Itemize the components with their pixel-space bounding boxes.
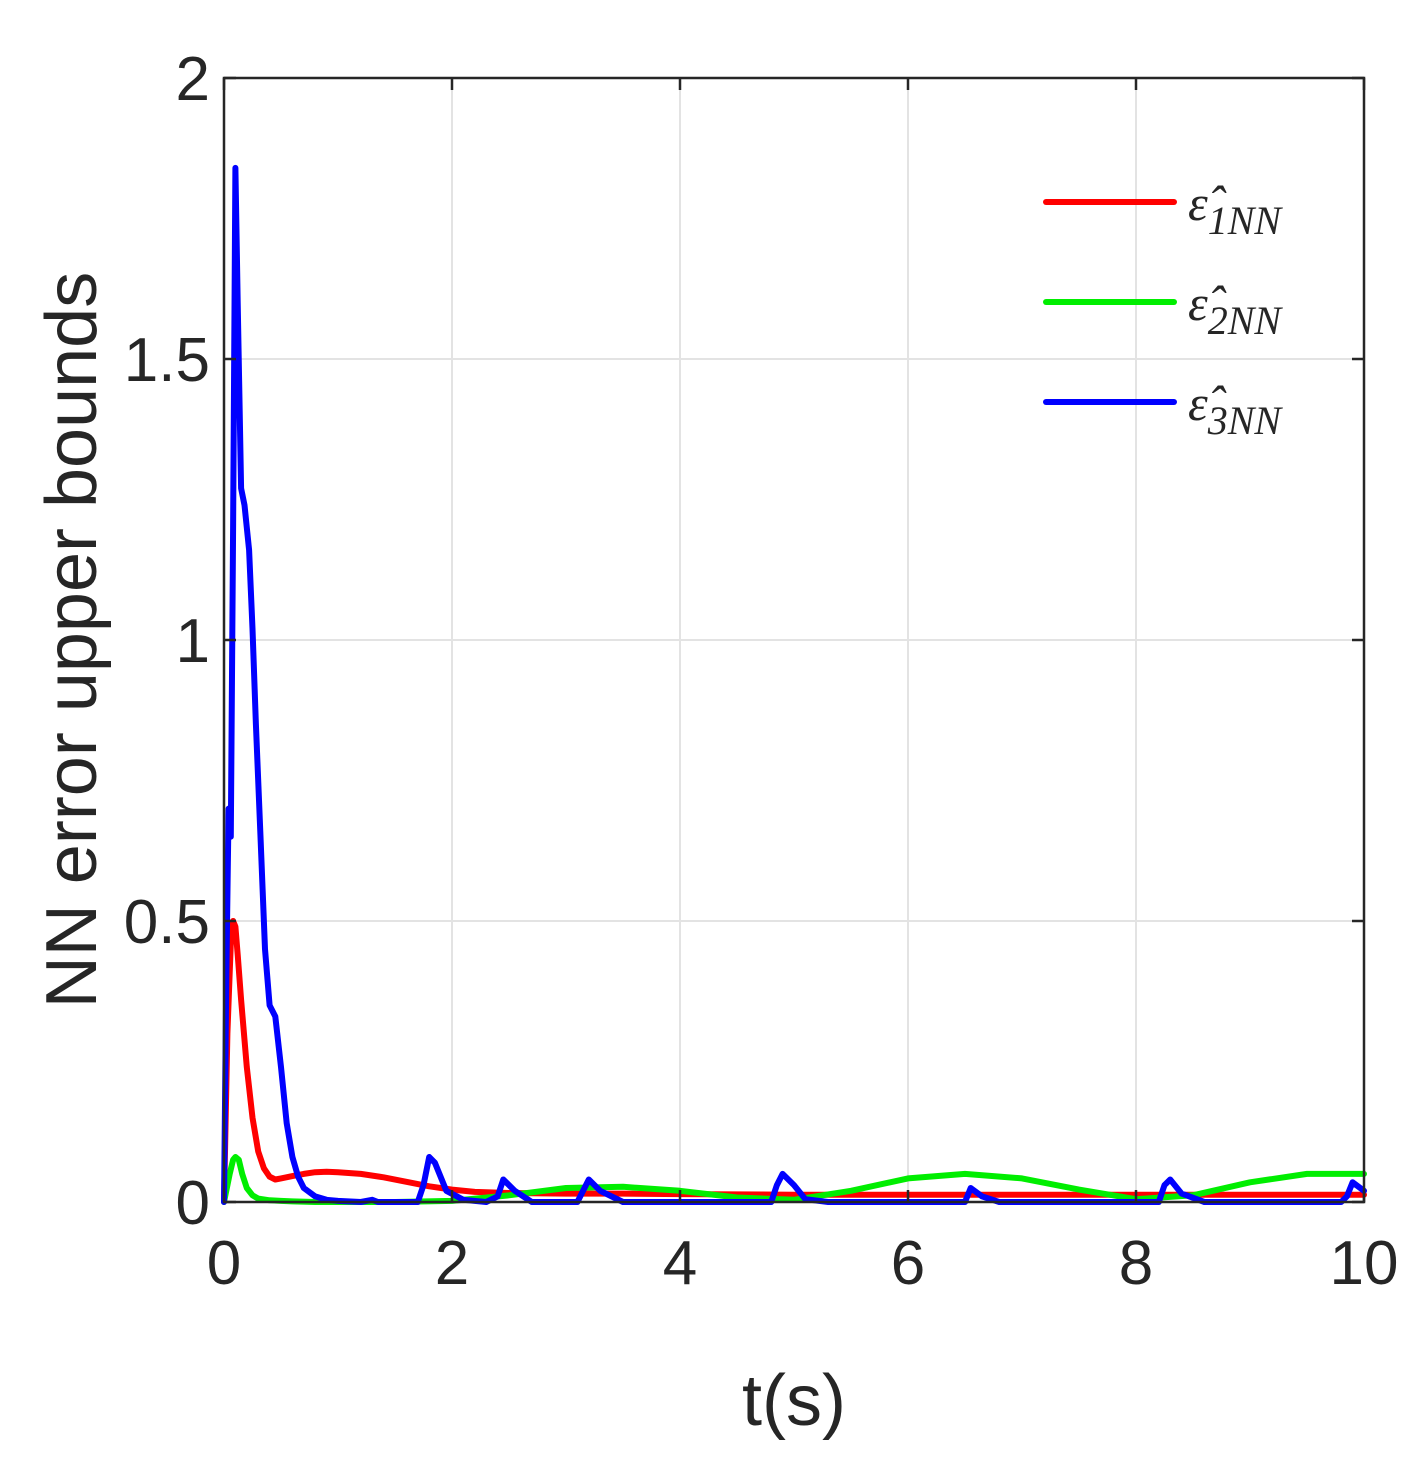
series-layer <box>221 164 1367 1205</box>
legend-label: ε̂2NN <box>1188 275 1283 343</box>
ticks: 0 2 4 6 8 10 0 0.5 1 1.5 2 <box>124 45 1399 1298</box>
x-tick-label: 2 <box>435 1229 469 1298</box>
y-tick-label: 1 <box>176 607 210 676</box>
x-tick-label: 8 <box>1119 1229 1153 1298</box>
y-tick-label: 2 <box>176 45 210 114</box>
y-tick-label: 0 <box>176 1169 210 1238</box>
x-tick-label: 4 <box>663 1229 697 1298</box>
x-tick-label: 10 <box>1330 1229 1399 1298</box>
x-tick-label: 0 <box>207 1229 241 1298</box>
series-line-2nn <box>221 1154 1367 1205</box>
series-line-3nn <box>221 164 1367 1205</box>
x-axis-title: t(s) <box>742 1361 846 1441</box>
grid <box>224 78 1364 1202</box>
x-tick-label: 6 <box>891 1229 925 1298</box>
y-tick-label: 0.5 <box>124 888 210 957</box>
y-tick-label: 1.5 <box>124 326 210 395</box>
y-axis-title: NN error upper bounds <box>32 272 112 1008</box>
